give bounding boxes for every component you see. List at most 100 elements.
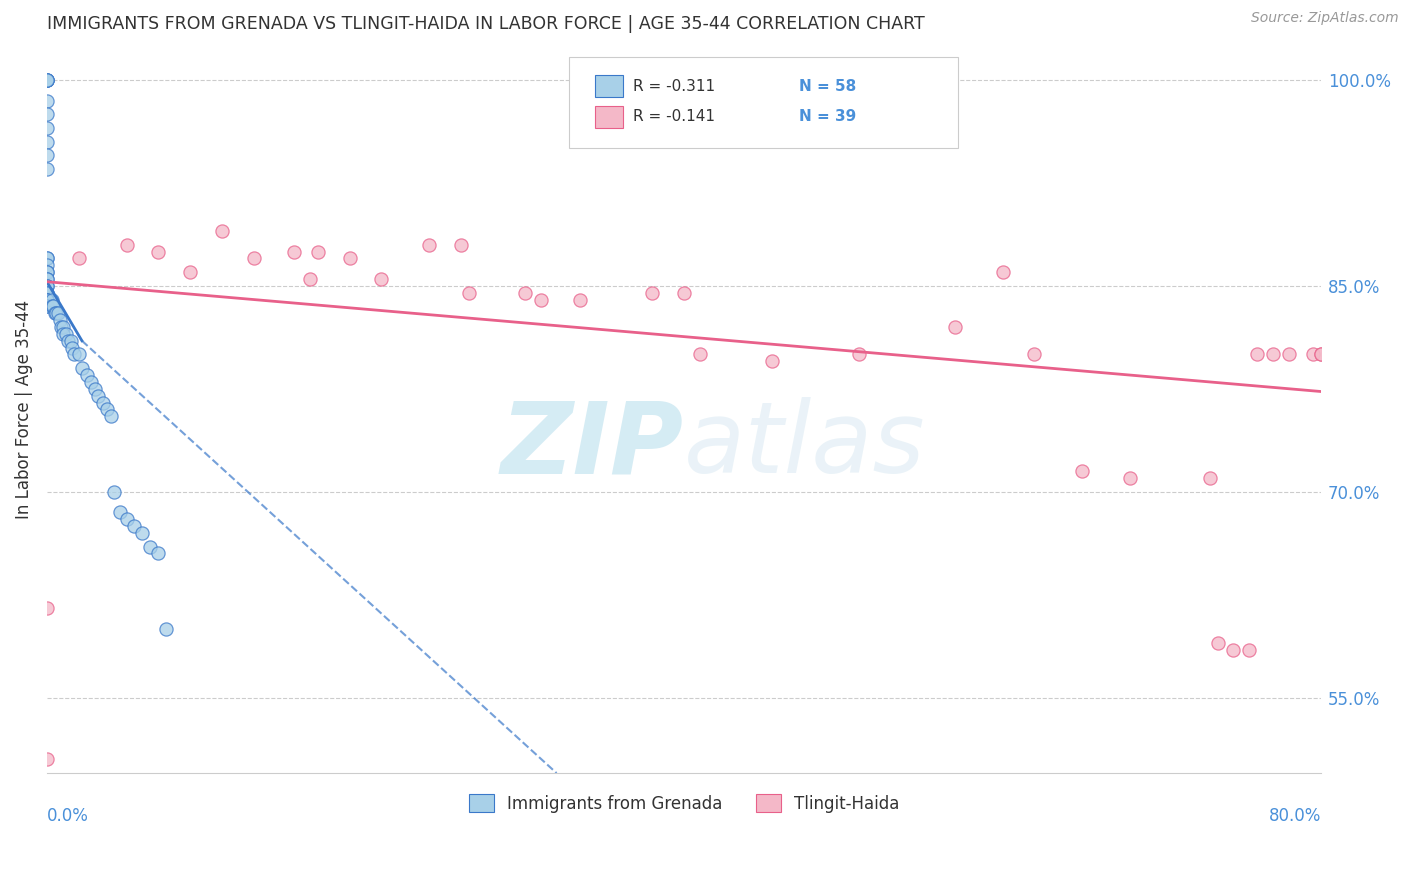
Point	[243, 252, 266, 266]
Point	[115, 237, 138, 252]
Point	[80, 375, 103, 389]
Text: ZIP: ZIP	[501, 397, 683, 494]
Point	[689, 347, 711, 361]
Point	[148, 244, 170, 259]
FancyBboxPatch shape	[595, 106, 623, 128]
Point	[35, 752, 58, 766]
Point	[35, 265, 58, 279]
FancyBboxPatch shape	[595, 76, 623, 97]
Point	[35, 148, 58, 162]
Text: atlas: atlas	[683, 397, 925, 494]
Point	[848, 347, 870, 361]
Point	[115, 512, 138, 526]
Point	[35, 293, 58, 307]
Point	[35, 272, 58, 286]
Point	[35, 300, 58, 314]
Point	[35, 258, 58, 272]
Point	[1206, 636, 1229, 650]
Point	[148, 546, 170, 560]
Point	[1119, 471, 1142, 485]
Point	[35, 73, 58, 87]
Point	[35, 285, 58, 300]
Point	[35, 293, 58, 307]
Point	[46, 306, 69, 320]
Point	[298, 272, 321, 286]
Point	[569, 293, 592, 307]
Point	[35, 252, 58, 266]
Point	[41, 300, 63, 314]
Point	[513, 285, 536, 300]
Point	[1222, 642, 1244, 657]
Text: 80.0%: 80.0%	[1268, 807, 1322, 825]
Point	[35, 285, 58, 300]
Point	[48, 313, 70, 327]
Text: 0.0%: 0.0%	[46, 807, 89, 825]
Point	[51, 320, 73, 334]
Point	[35, 293, 58, 307]
Point	[211, 224, 233, 238]
Point	[35, 272, 58, 286]
Point	[35, 135, 58, 149]
Point	[139, 540, 162, 554]
Point	[370, 272, 392, 286]
Point	[35, 300, 58, 314]
Point	[67, 347, 90, 361]
Point	[1302, 347, 1324, 361]
Point	[67, 252, 90, 266]
Point	[1310, 347, 1333, 361]
Point	[1198, 471, 1220, 485]
Point	[155, 622, 177, 636]
Point	[1024, 347, 1046, 361]
Text: N = 58: N = 58	[799, 78, 856, 94]
Point	[91, 395, 114, 409]
FancyBboxPatch shape	[569, 56, 957, 147]
Point	[35, 278, 58, 293]
Text: Source: ZipAtlas.com: Source: ZipAtlas.com	[1251, 11, 1399, 25]
Point	[35, 73, 58, 87]
Point	[35, 121, 58, 136]
Point	[1278, 347, 1301, 361]
Point	[991, 265, 1014, 279]
Point	[761, 354, 783, 368]
Point	[35, 107, 58, 121]
Text: IMMIGRANTS FROM GRENADA VS TLINGIT-HAIDA IN LABOR FORCE | AGE 35-44 CORRELATION : IMMIGRANTS FROM GRENADA VS TLINGIT-HAIDA…	[46, 15, 925, 33]
Point	[1239, 642, 1261, 657]
Point	[943, 320, 966, 334]
Point	[131, 525, 153, 540]
Y-axis label: In Labor Force | Age 35-44: In Labor Force | Age 35-44	[15, 300, 32, 519]
Point	[87, 389, 110, 403]
Point	[83, 382, 105, 396]
Point	[103, 484, 125, 499]
Point	[96, 402, 118, 417]
Point	[35, 162, 58, 177]
Point	[108, 505, 131, 519]
Point	[44, 306, 66, 320]
Point	[450, 237, 472, 252]
Point	[1071, 464, 1094, 478]
Point	[35, 265, 58, 279]
Point	[52, 320, 75, 334]
Point	[56, 334, 79, 348]
Point	[100, 409, 122, 424]
Point	[35, 73, 58, 87]
Point	[458, 285, 481, 300]
Point	[672, 285, 695, 300]
Point	[35, 252, 58, 266]
Point	[1246, 347, 1268, 361]
Point	[35, 278, 58, 293]
Point	[52, 326, 75, 341]
Text: N = 39: N = 39	[799, 110, 856, 125]
Point	[339, 252, 361, 266]
Point	[60, 341, 83, 355]
Point	[35, 94, 58, 108]
Point	[1310, 347, 1333, 361]
Point	[35, 73, 58, 87]
Point	[55, 326, 77, 341]
Point	[307, 244, 329, 259]
Point	[70, 361, 93, 376]
Point	[179, 265, 201, 279]
Point	[35, 601, 58, 615]
Point	[45, 306, 67, 320]
Point	[418, 237, 440, 252]
Point	[1263, 347, 1285, 361]
